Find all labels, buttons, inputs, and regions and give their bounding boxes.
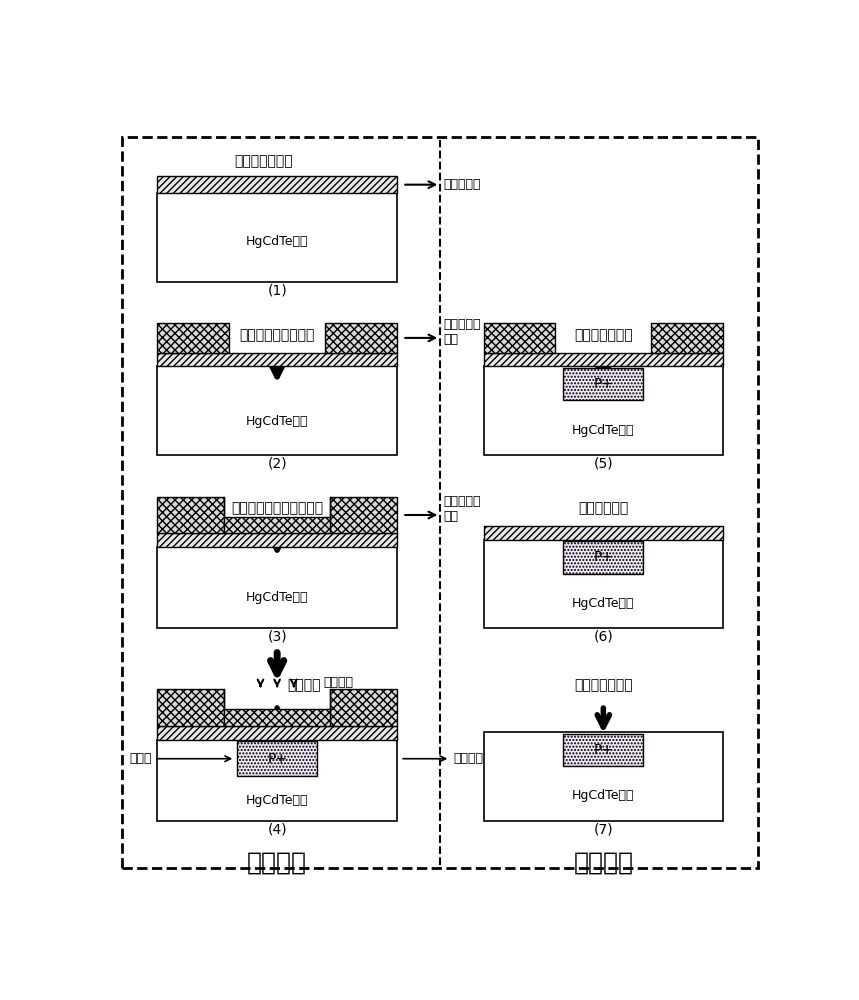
Text: 离子注入: 离子注入 <box>287 678 320 692</box>
Text: HgCdTe衬底: HgCdTe衬底 <box>572 424 635 437</box>
Bar <box>157 689 224 726</box>
Text: (6): (6) <box>594 630 613 644</box>
Text: HgCdTe衬底: HgCdTe衬底 <box>572 789 635 802</box>
Text: HgCdTe衬底: HgCdTe衬底 <box>572 597 635 610</box>
Bar <box>325 323 397 353</box>
Bar <box>484 526 723 540</box>
Text: HgCdTe衬底: HgCdTe衬底 <box>246 235 308 248</box>
Bar <box>484 323 556 353</box>
Bar <box>330 689 397 726</box>
Bar <box>157 366 397 455</box>
Bar <box>651 323 723 353</box>
Bar <box>157 323 229 353</box>
Text: (2): (2) <box>267 456 287 470</box>
Text: P+: P+ <box>594 377 613 391</box>
Text: (3): (3) <box>267 630 287 644</box>
Text: 离子注入: 离子注入 <box>324 676 354 689</box>
Text: 注入阻挡层: 注入阻挡层 <box>443 178 481 191</box>
Text: 曝光显影去胶: 曝光显影去胶 <box>578 501 629 515</box>
Text: HgCdTe衬底: HgCdTe衬底 <box>246 415 308 428</box>
Bar <box>157 176 397 193</box>
Text: (4): (4) <box>267 822 287 836</box>
Text: 非注入区: 非注入区 <box>454 752 484 765</box>
Text: (7): (7) <box>594 822 613 836</box>
Bar <box>330 497 397 533</box>
Bar <box>157 547 397 628</box>
Text: 注入区: 注入区 <box>130 752 152 765</box>
Text: 去除流程: 去除流程 <box>573 850 633 874</box>
Bar <box>484 353 723 366</box>
Text: 正性光致抗蚀剂光刻: 正性光致抗蚀剂光刻 <box>240 328 314 342</box>
Bar <box>484 366 723 455</box>
Bar <box>157 497 224 533</box>
Bar <box>564 734 643 766</box>
Text: 光致抗蚀剂
掩膜: 光致抗蚀剂 掩膜 <box>443 318 481 346</box>
Text: 腐蚀注入阻挡层: 腐蚀注入阻挡层 <box>574 678 632 692</box>
Bar <box>157 353 397 366</box>
Text: HgCdTe衬底: HgCdTe衬底 <box>246 794 308 807</box>
Bar <box>157 740 397 821</box>
Text: P+: P+ <box>267 752 287 766</box>
Bar <box>157 726 397 740</box>
Bar <box>484 540 723 628</box>
Bar <box>224 709 330 726</box>
Text: P+: P+ <box>594 550 613 564</box>
Text: 制备流程: 制备流程 <box>247 850 308 874</box>
Text: (1): (1) <box>267 283 287 297</box>
Text: (5): (5) <box>594 456 613 470</box>
Text: 正负倾角沉积牺牲介质膜: 正负倾角沉积牺牲介质膜 <box>231 501 323 515</box>
Text: 光致抗蚀剂
掩膜: 光致抗蚀剂 掩膜 <box>443 495 481 523</box>
Bar <box>224 517 330 533</box>
Text: HgCdTe衬底: HgCdTe衬底 <box>246 591 308 604</box>
Bar <box>237 741 317 776</box>
Bar <box>564 541 643 574</box>
Text: P+: P+ <box>594 743 613 757</box>
Text: 沉积注入阻挡层: 沉积注入阻挡层 <box>235 155 293 169</box>
Bar <box>564 368 643 400</box>
Bar <box>157 533 397 547</box>
Bar <box>157 193 397 282</box>
Text: 腐蚀牺牲阻挡层: 腐蚀牺牲阻挡层 <box>574 328 632 342</box>
Bar <box>484 732 723 821</box>
